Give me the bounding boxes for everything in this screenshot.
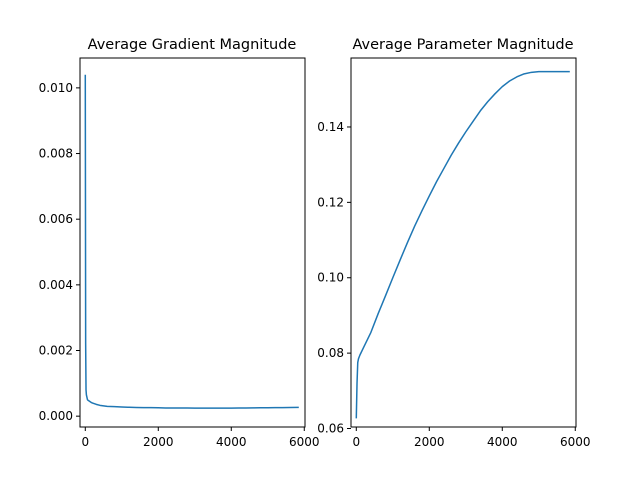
x-tick-label: 4000 bbox=[216, 435, 247, 449]
plot-area bbox=[355, 70, 570, 419]
y-tick-label: 0.14 bbox=[317, 120, 344, 134]
x-axis: 0 2000 4000 6000 bbox=[81, 427, 320, 449]
x-tick-label: 6000 bbox=[560, 435, 591, 449]
plot-frame bbox=[79, 57, 306, 428]
plot-frame bbox=[350, 57, 577, 428]
y-tick-label: 0.004 bbox=[39, 278, 73, 292]
gradient-magnitude-panel: Average Gradient Magnitude 0 2000 4000 6000… bbox=[39, 37, 320, 449]
y-tick-label: 0.006 bbox=[39, 212, 73, 226]
x-tick-label: 0 bbox=[352, 435, 360, 449]
y-tick-label: 0.010 bbox=[39, 81, 73, 95]
series-line bbox=[84, 74, 299, 409]
plot-area bbox=[84, 74, 299, 409]
y-tick-label: 0.08 bbox=[317, 346, 344, 360]
x-tick-label: 4000 bbox=[487, 435, 518, 449]
parameter-magnitude-panel: Average Parameter Magnitude 0 2000 4000 600… bbox=[317, 37, 590, 449]
chart-title: Average Parameter Magnitude bbox=[352, 37, 573, 53]
y-tick-label: 0.008 bbox=[39, 147, 73, 161]
y-tick-label: 0.10 bbox=[317, 271, 344, 285]
y-axis: 0.000 0.002 0.004 0.006 0.008 0.010 bbox=[39, 81, 80, 423]
y-tick-label: 0.000 bbox=[39, 409, 73, 423]
y-tick-label: 0.06 bbox=[317, 422, 344, 436]
x-tick-label: 0 bbox=[81, 435, 89, 449]
x-tick-label: 2000 bbox=[414, 435, 445, 449]
y-tick-label: 0.12 bbox=[317, 195, 344, 209]
chart-title: Average Gradient Magnitude bbox=[88, 37, 297, 53]
y-axis: 0.06 0.08 0.10 0.12 0.14 bbox=[317, 120, 351, 436]
x-tick-label: 6000 bbox=[289, 435, 320, 449]
series-line bbox=[355, 70, 570, 419]
x-tick-label: 2000 bbox=[143, 435, 174, 449]
x-axis: 0 2000 4000 6000 bbox=[352, 427, 591, 449]
y-tick-label: 0.002 bbox=[39, 344, 73, 358]
